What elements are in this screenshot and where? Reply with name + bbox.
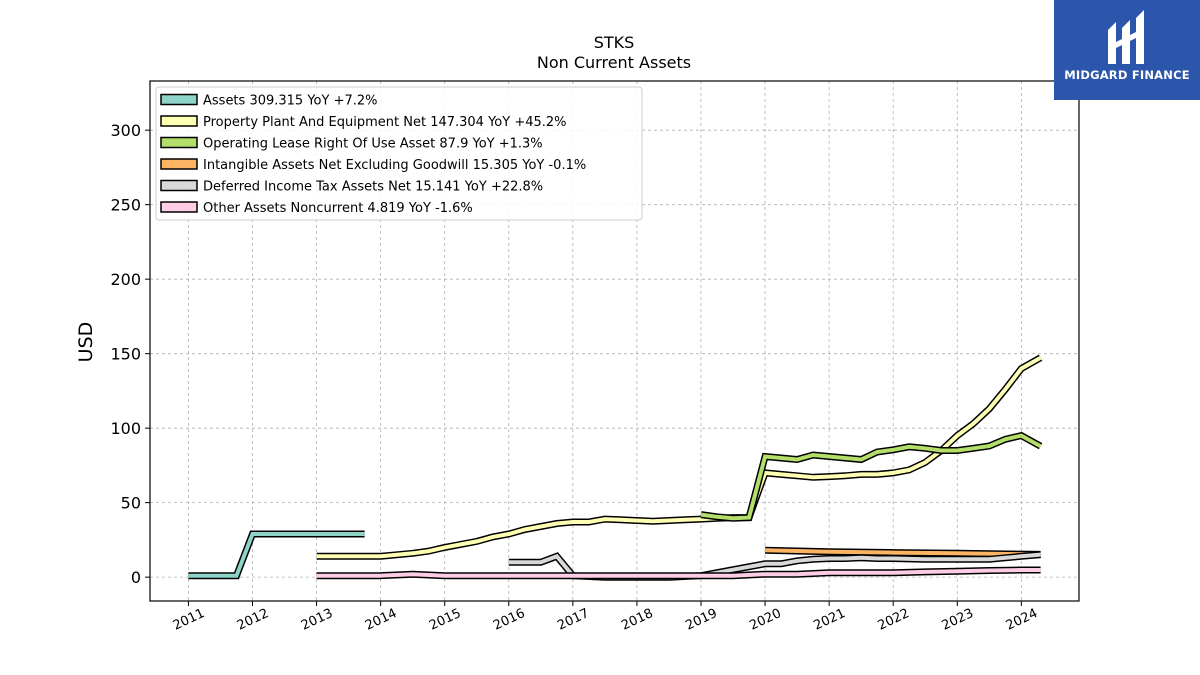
y-tick-label: 150 (110, 345, 141, 364)
plot-frame (149, 80, 1080, 602)
logo-badge: MIDGARD FINANCE (1054, 0, 1200, 100)
series-1 (316, 354, 1043, 560)
x-tick-label: 2018 (619, 606, 655, 634)
series-2 (700, 431, 1043, 522)
series-line (316, 355, 1042, 559)
series-0 (188, 530, 365, 580)
legend: Assets 309.315 YoY +7.2% Property Plant A… (155, 86, 643, 221)
x-tick-label: 2011 (171, 606, 207, 634)
y-axis-ticks: 0 50 100 150 200 250 300 (110, 121, 150, 587)
series-line (700, 433, 1042, 521)
legend-label: Intangible Assets Net Excluding Goodwill… (203, 158, 586, 173)
series-line (765, 548, 1041, 557)
legend-swatch (160, 93, 198, 106)
y-tick-label: 0 (131, 568, 141, 587)
legend-label: Deferred Income Tax Assets Net 15.141 Yo… (203, 180, 543, 195)
chart-title: STKS (594, 33, 635, 52)
y-tick-label: 50 (121, 494, 141, 513)
x-axis-ticks: 2011 2012 2013 2014 2015 2016 2017 2018 2019 2020… (171, 601, 1040, 634)
logo-text: MIDGARD FINANCE (1064, 68, 1190, 82)
series-3 (765, 546, 1041, 558)
x-tick-label: 2014 (363, 606, 399, 634)
x-tick-label: 2017 (555, 606, 591, 634)
y-tick-label: 250 (110, 196, 141, 215)
legend-swatch (160, 201, 198, 213)
legend-swatch (160, 115, 198, 127)
x-tick-label: 2020 (747, 606, 783, 634)
x-tick-label: 2013 (299, 606, 335, 634)
x-tick-label: 2022 (876, 606, 912, 634)
x-tick-label: 2015 (427, 606, 463, 634)
y-tick-label: 200 (110, 270, 141, 289)
series-5 (316, 566, 1041, 580)
legend-label: Property Plant And Equipment Net 147.304… (203, 115, 567, 130)
x-tick-label: 2016 (491, 606, 527, 634)
logo-icon (1108, 10, 1144, 64)
chart-subtitle: Non Current Assets (537, 53, 691, 72)
legend-swatch (160, 158, 198, 170)
series-lines (188, 354, 1043, 581)
x-tick-label: 2019 (683, 606, 719, 634)
legend-swatch (160, 136, 198, 149)
legend-swatch (160, 179, 198, 192)
legend-label: Operating Lease Right Of Use Asset 87.9 … (203, 137, 543, 152)
x-tick-label: 2021 (811, 606, 847, 634)
y-axis-label: USD (75, 322, 97, 363)
x-tick-label: 2023 (940, 606, 976, 634)
grid (150, 81, 1079, 601)
legend-box (155, 86, 643, 221)
x-tick-label: 2012 (235, 606, 271, 634)
y-tick-label: 100 (110, 419, 141, 438)
x-tick-label: 2024 (1004, 606, 1040, 634)
series-line (188, 532, 365, 578)
y-tick-label: 300 (110, 121, 141, 140)
legend-label: Assets 309.315 YoY +7.2% (203, 94, 378, 109)
legend-label: Other Assets Noncurrent 4.819 YoY -1.6% (203, 201, 473, 216)
series-line (316, 568, 1041, 578)
